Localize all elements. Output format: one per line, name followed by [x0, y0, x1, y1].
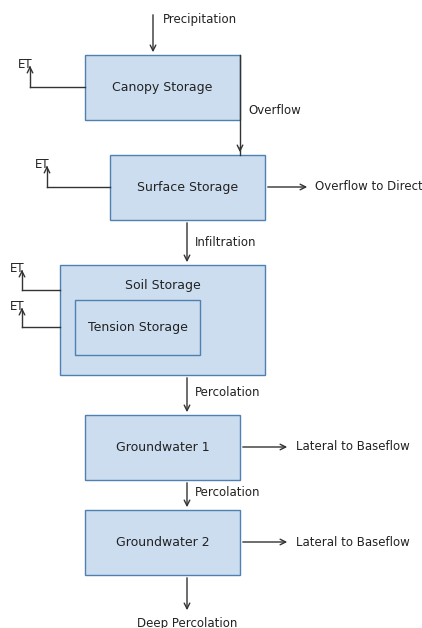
Bar	[85, 510, 240, 575]
Text: Soil Storage: Soil Storage	[124, 278, 200, 291]
Bar	[85, 415, 240, 480]
Bar	[110, 155, 265, 220]
Text: ET: ET	[10, 301, 24, 313]
Bar	[75, 300, 200, 355]
Text: Overflow: Overflow	[248, 104, 301, 117]
Text: Percolation: Percolation	[195, 386, 260, 399]
Text: Surface Storage: Surface Storage	[137, 181, 238, 194]
Text: Tension Storage: Tension Storage	[87, 321, 187, 334]
Text: Lateral to Baseflow: Lateral to Baseflow	[296, 440, 410, 453]
Text: Lateral to Baseflow: Lateral to Baseflow	[296, 536, 410, 548]
Text: Canopy Storage: Canopy Storage	[112, 81, 213, 94]
Text: Infiltration: Infiltration	[195, 236, 257, 249]
Bar	[60, 265, 265, 375]
Text: ET: ET	[10, 263, 24, 276]
Text: Groundwater 2: Groundwater 2	[116, 536, 209, 549]
Text: Overflow to Direct Runoff: Overflow to Direct Runoff	[315, 180, 422, 193]
Text: ET: ET	[18, 58, 32, 72]
Text: Percolation: Percolation	[195, 487, 260, 499]
Text: Precipitation: Precipitation	[163, 13, 237, 26]
Text: Groundwater 1: Groundwater 1	[116, 441, 209, 454]
Bar	[85, 55, 240, 120]
Text: Deep Percolation: Deep Percolation	[137, 617, 237, 628]
Text: ET: ET	[35, 158, 50, 171]
